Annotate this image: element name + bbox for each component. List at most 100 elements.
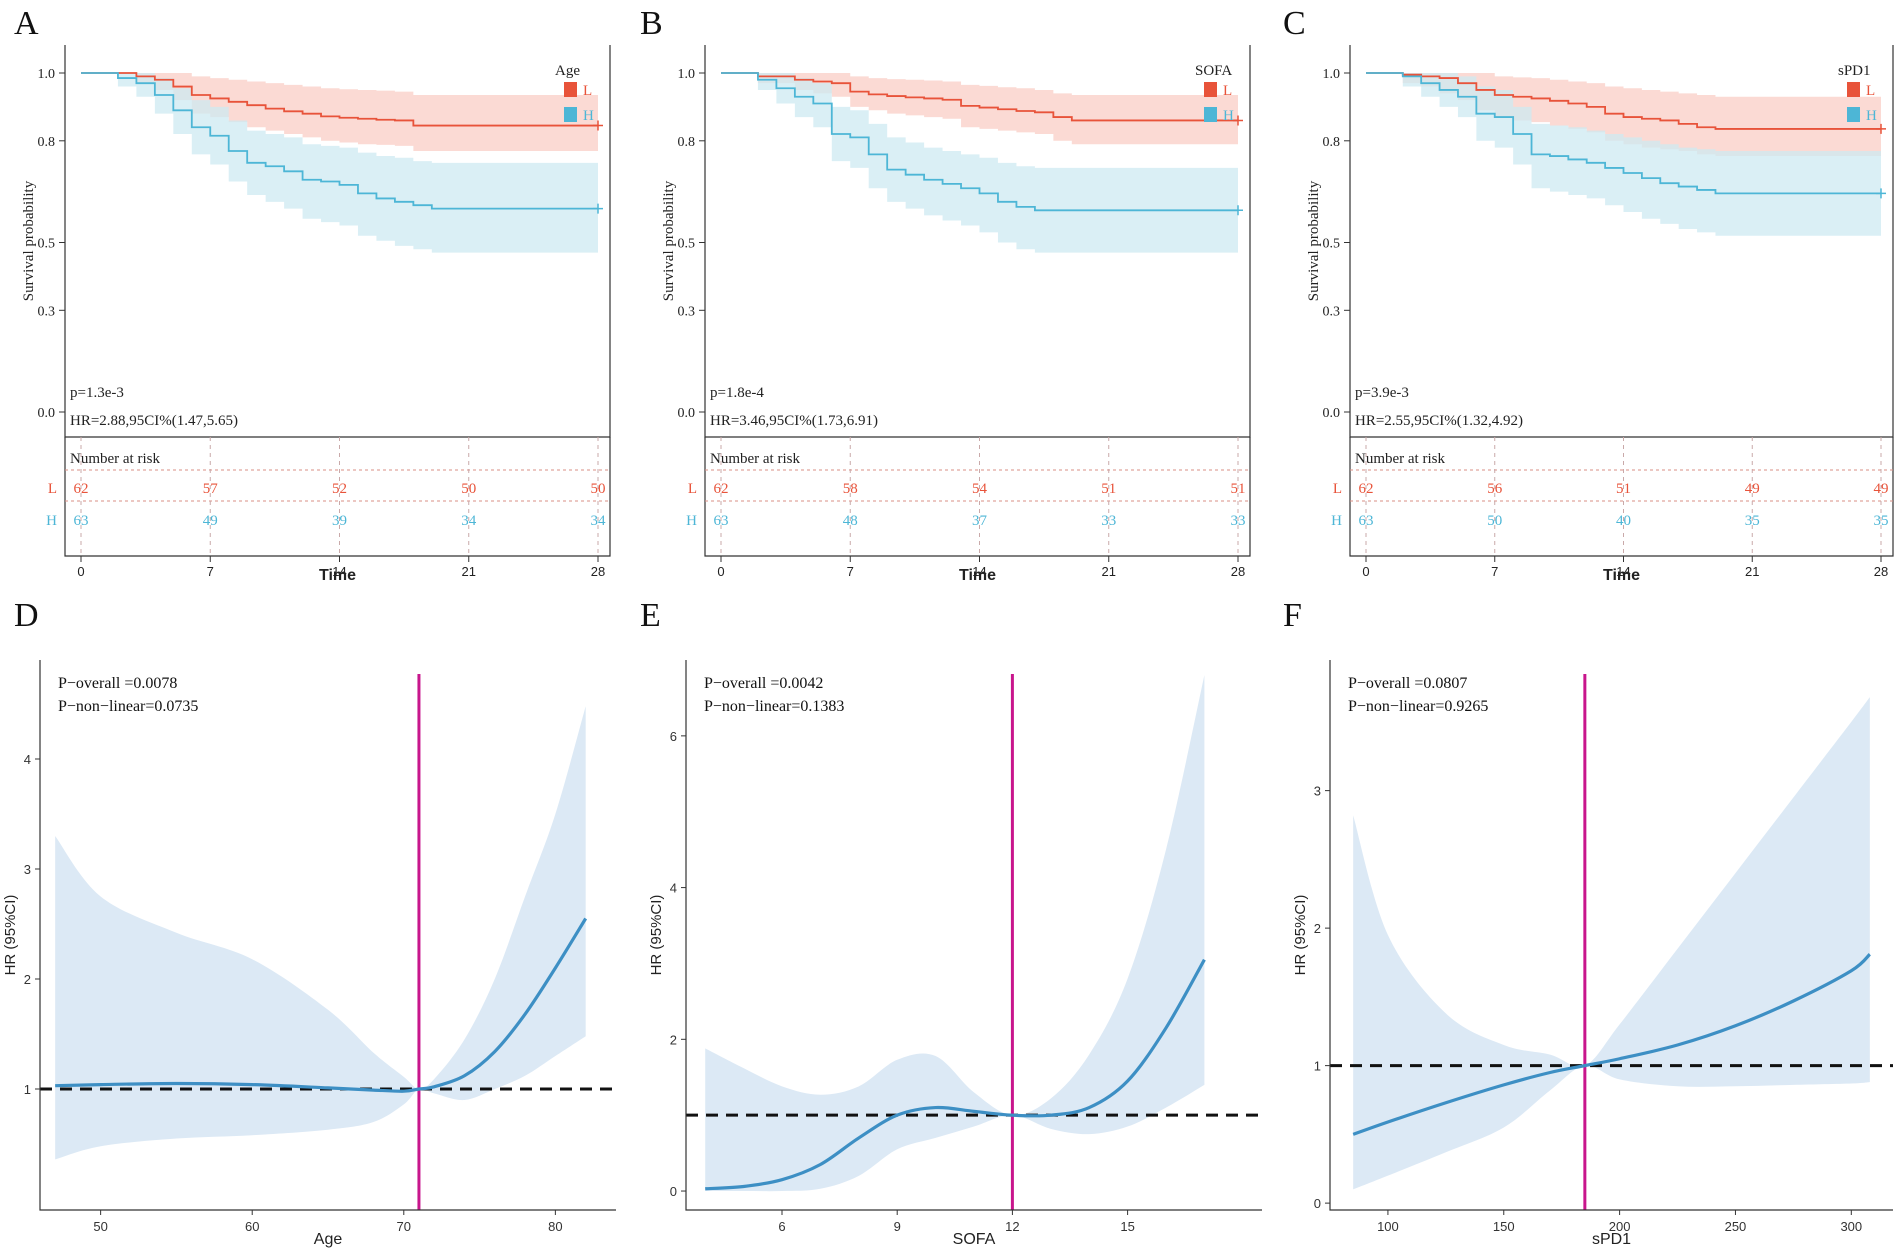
hazard-ratio-text: HR=2.88,95CI%(1.47,5.65) bbox=[70, 413, 238, 429]
survival-curve-H bbox=[721, 72, 1238, 212]
y-tick-label: 0.0 bbox=[678, 406, 696, 421]
y-tick-label: 0 bbox=[1314, 1196, 1321, 1211]
y-tick-label: 0.5 bbox=[1323, 237, 1341, 252]
risk-count: 50 bbox=[1487, 513, 1502, 529]
y-tick-label: 0.5 bbox=[38, 237, 56, 252]
risk-row-label-L: L bbox=[1333, 481, 1342, 497]
x-tick-label: 28 bbox=[1874, 564, 1888, 579]
censor-mark-L bbox=[593, 120, 603, 131]
risk-table: Number at risk 0 7 14 21 28 L 62 56 51 49 49 H 63 50 40… bbox=[1331, 437, 1894, 579]
x-tick-label: 80 bbox=[548, 1219, 562, 1234]
x-tick-label: 0 bbox=[717, 564, 724, 579]
x-axis-title: Time bbox=[1603, 567, 1640, 584]
legend-swatch-L bbox=[564, 82, 577, 97]
rcs-panel-E: E 0 2 4 6 6 9 12 15 HR (95%CI) SOFA P−overall =0.00… bbox=[640, 597, 1262, 1248]
risk-count: 50 bbox=[591, 481, 606, 497]
risk-count: 58 bbox=[843, 481, 858, 497]
censor-mark-H bbox=[1876, 188, 1886, 199]
plot-axes bbox=[64, 45, 611, 438]
plot-axes bbox=[1349, 45, 1894, 438]
legend-label-L: L bbox=[1866, 83, 1875, 99]
risk-count: 51 bbox=[1231, 481, 1246, 497]
risk-table: Number at risk 0 7 14 21 28 L 62 58 54 51 51 H 63 48 37… bbox=[686, 437, 1251, 579]
risk-count: 57 bbox=[203, 481, 219, 497]
y-axis-title: Survival probability bbox=[21, 180, 37, 301]
risk-count: 48 bbox=[843, 513, 858, 529]
survival-curve-L bbox=[81, 72, 598, 127]
risk-table-title: Number at risk bbox=[1355, 451, 1445, 467]
risk-count: 63 bbox=[714, 513, 729, 529]
x-tick-label: 250 bbox=[1725, 1219, 1747, 1234]
risk-count: 35 bbox=[1874, 513, 1889, 529]
y-axis-title: HR (95%CI) bbox=[1292, 895, 1309, 976]
y-tick-label: 6 bbox=[670, 729, 677, 744]
censor-mark-L bbox=[1876, 123, 1886, 134]
ci-band-H bbox=[721, 73, 1238, 253]
survival-curve-L bbox=[1366, 72, 1881, 130]
y-tick-label: 4 bbox=[24, 752, 31, 767]
risk-count: 34 bbox=[461, 513, 477, 529]
p-nonlinear-text: P−non−linear=0.9265 bbox=[1348, 698, 1488, 715]
risk-table-title: Number at risk bbox=[70, 451, 160, 467]
risk-row-label-H: H bbox=[46, 513, 57, 529]
p-overall-text: P−overall =0.0807 bbox=[1348, 675, 1467, 692]
risk-count: 62 bbox=[74, 481, 89, 497]
panel-label: E bbox=[640, 597, 661, 634]
p-value-text: p=3.9e-3 bbox=[1355, 385, 1409, 401]
x-tick-label: 12 bbox=[1005, 1219, 1019, 1234]
risk-count: 35 bbox=[1745, 513, 1760, 529]
hr-curve bbox=[1352, 953, 1871, 1136]
risk-table-frame bbox=[704, 437, 1251, 557]
x-tick-label: 7 bbox=[1491, 564, 1498, 579]
x-tick-label: 14 bbox=[972, 564, 986, 579]
hr-curve bbox=[705, 958, 1206, 1191]
panel-label: F bbox=[1283, 597, 1302, 634]
ci-band bbox=[705, 675, 1205, 1192]
panel-label: D bbox=[14, 597, 39, 634]
x-axis-title: SOFA bbox=[953, 1231, 996, 1248]
y-tick-label: 0.3 bbox=[678, 304, 696, 319]
risk-count: 52 bbox=[332, 481, 347, 497]
p-overall-text: P−overall =0.0042 bbox=[704, 675, 823, 692]
legend-swatch-H bbox=[564, 107, 577, 122]
x-tick-label: 300 bbox=[1840, 1219, 1862, 1234]
km-panel-B: B 0.0 0.3 0.5 0.8 1.0 Survival probability SOFA… bbox=[640, 5, 1251, 584]
censor-mark-H bbox=[593, 203, 603, 214]
x-axis-title: sPD1 bbox=[1592, 1231, 1631, 1248]
y-tick-label: 3 bbox=[1314, 784, 1321, 799]
risk-count: 63 bbox=[1359, 513, 1374, 529]
risk-count: 49 bbox=[1874, 481, 1889, 497]
censor-mark-L bbox=[1233, 115, 1243, 126]
x-tick-label: 100 bbox=[1377, 1219, 1399, 1234]
panel-label: C bbox=[1283, 5, 1306, 42]
risk-table: Number at risk 0 7 14 21 28 L 62 57 52 50 50 H 63 49 39… bbox=[46, 437, 611, 579]
x-tick-label: 7 bbox=[847, 564, 854, 579]
x-tick-label: 70 bbox=[397, 1219, 411, 1234]
legend-title: Age bbox=[555, 63, 580, 79]
x-tick-label: 9 bbox=[894, 1219, 901, 1234]
panel-label: A bbox=[14, 5, 39, 42]
hazard-ratio-text: HR=2.55,95CI%(1.32,4.92) bbox=[1355, 413, 1523, 429]
p-nonlinear-text: P−non−linear=0.1383 bbox=[704, 698, 844, 715]
y-axis-title: HR (95%CI) bbox=[2, 895, 19, 976]
p-overall-text: P−overall =0.0078 bbox=[58, 675, 177, 692]
y-tick-label: 2 bbox=[1314, 921, 1321, 936]
y-tick-label: 1 bbox=[24, 1082, 31, 1097]
rcs-panel-D: D 1 2 3 4 50 60 70 80 HR (95%CI) Age P−overall =0.0… bbox=[2, 597, 616, 1248]
plot-axes bbox=[704, 45, 1251, 438]
rcs-panel-F: F 0 1 2 3 100 150 200 250 300 HR (95%CI) sPD1 P−over… bbox=[1283, 597, 1893, 1248]
legend-label-H: H bbox=[1223, 108, 1234, 124]
y-tick-label: 0.8 bbox=[1323, 135, 1341, 150]
x-tick-label: 150 bbox=[1493, 1219, 1515, 1234]
hazard-ratio-text: HR=3.46,95CI%(1.73,6.91) bbox=[710, 413, 878, 429]
risk-count: 37 bbox=[972, 513, 988, 529]
risk-count: 51 bbox=[1616, 481, 1631, 497]
y-tick-label: 0.3 bbox=[38, 304, 56, 319]
legend-title: SOFA bbox=[1195, 63, 1232, 79]
risk-row-label-H: H bbox=[1331, 513, 1342, 529]
x-tick-label: 14 bbox=[332, 564, 346, 579]
y-tick-label: 1.0 bbox=[38, 67, 56, 82]
ci-band bbox=[1353, 697, 1870, 1190]
risk-count: 63 bbox=[74, 513, 89, 529]
